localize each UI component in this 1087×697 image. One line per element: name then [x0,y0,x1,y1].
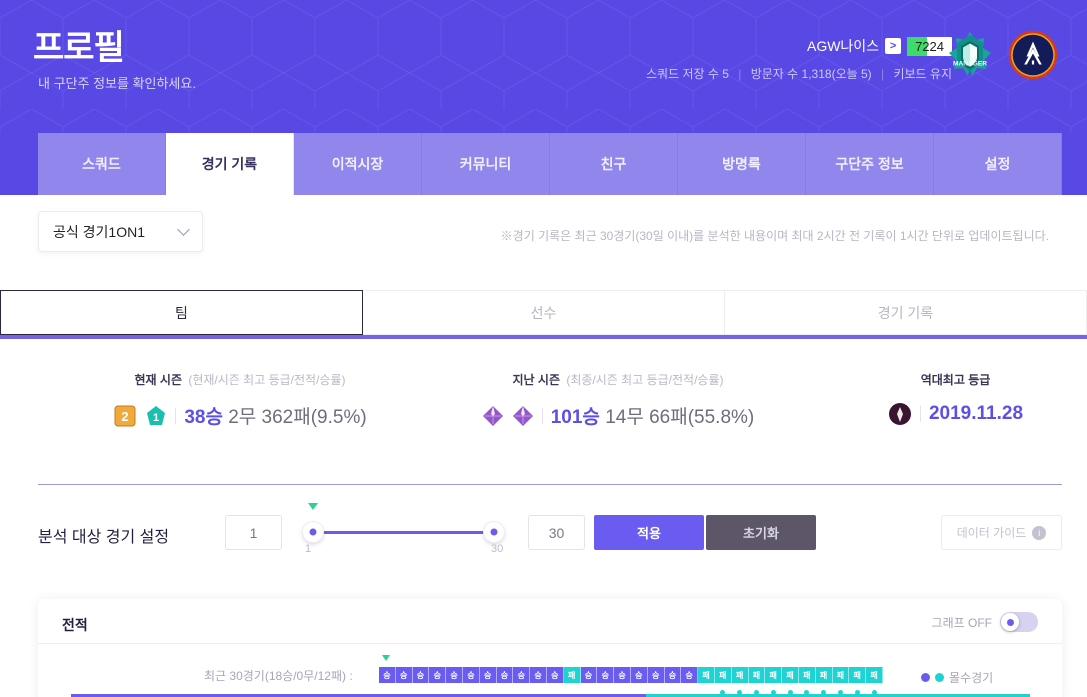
svg-text:1: 1 [153,412,159,424]
svg-text:MANAGER: MANAGER [953,61,987,68]
svg-text:2: 2 [122,409,129,424]
